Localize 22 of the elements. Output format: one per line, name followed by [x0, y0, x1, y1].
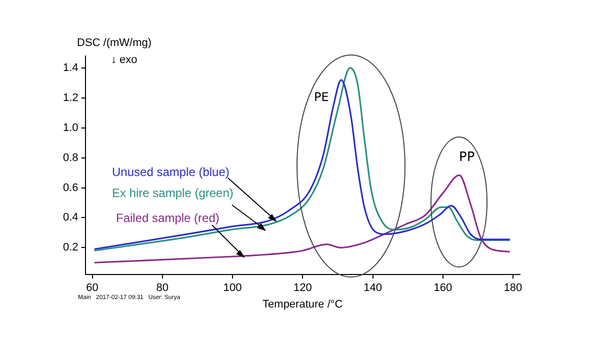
x-tick-label: 180: [504, 282, 522, 294]
x-tick-label: 100: [223, 282, 242, 294]
y-tick-label: 0.8: [62, 152, 78, 164]
text: Failed sample (red): [116, 211, 220, 225]
x-tick-label: 140: [364, 282, 382, 294]
x-tick-label: 120: [293, 282, 312, 294]
y-tick-label: 0.4: [62, 212, 78, 224]
text: Unused sample (blue): [112, 165, 230, 179]
y-tick-label: 1.4: [62, 62, 78, 74]
annotation: PP: [459, 150, 475, 165]
x-tick-label: 160: [434, 282, 452, 294]
y-tick-label: 0.6: [62, 182, 78, 194]
x-axis-title: Temperature /°C: [262, 298, 343, 310]
y-tick-label: 0.2: [62, 242, 78, 254]
y-axis-title: DSC /(mW/mg): [77, 37, 152, 49]
text: Ex hire sample (green): [112, 186, 234, 200]
x-tick-label: 80: [156, 282, 169, 294]
y-tick-label: 1.2: [62, 92, 78, 104]
y-tick-label: 1.0: [62, 122, 78, 134]
annotation: ↓ exo: [111, 54, 138, 66]
x-tick-label: 60: [86, 282, 98, 294]
annotation: PE: [314, 90, 329, 104]
